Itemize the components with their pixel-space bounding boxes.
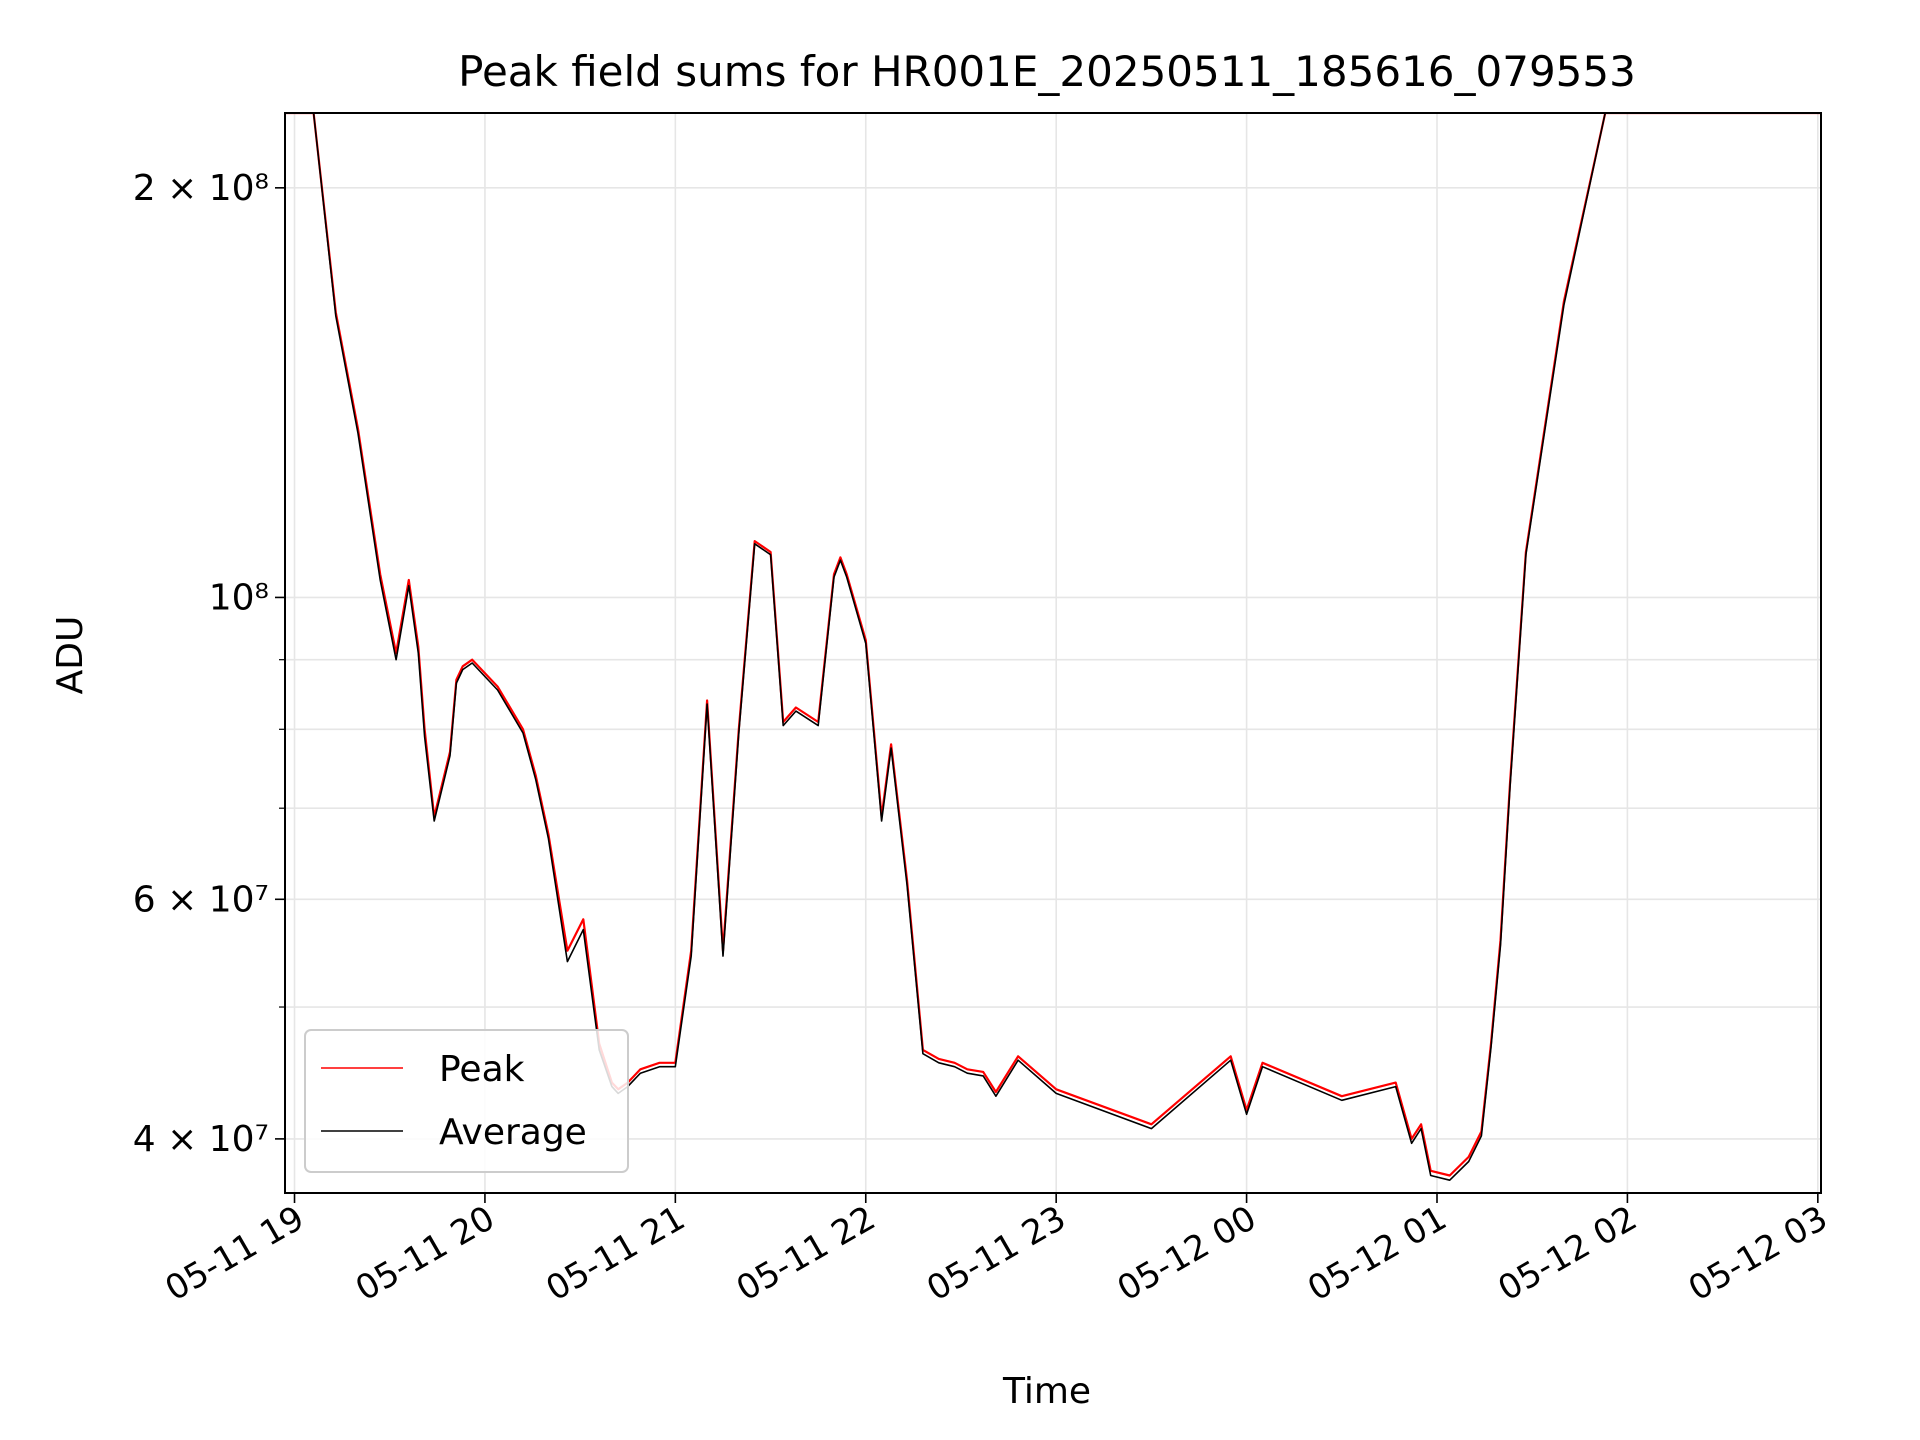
y-axis-ticks: 4 × 10⁷ 6 × 10⁷ 10⁸ 2 × 10⁸ bbox=[133, 168, 285, 1160]
legend-label-average: Average bbox=[439, 1112, 587, 1153]
legend-label-peak: Peak bbox=[439, 1049, 525, 1090]
legend-box bbox=[304, 1029, 629, 1173]
y-tick-label: 4 × 10⁷ bbox=[133, 1119, 269, 1160]
y-tick-label: 6 × 10⁷ bbox=[133, 879, 269, 920]
y-axis-label: ADU bbox=[50, 616, 91, 695]
plot-lines bbox=[285, 113, 1821, 1181]
grid bbox=[285, 113, 1821, 1193]
x-axis-label: Time bbox=[1002, 1371, 1091, 1412]
chart-title: Peak field sums for HR001E_20250511_1856… bbox=[458, 47, 1636, 96]
y-tick-label: 10⁸ bbox=[209, 577, 269, 618]
series-line-average bbox=[285, 113, 1821, 1181]
legend: Peak Average bbox=[304, 1029, 629, 1173]
y-tick-label: 2 × 10⁸ bbox=[133, 168, 269, 209]
plot-frame bbox=[284, 112, 1822, 1194]
